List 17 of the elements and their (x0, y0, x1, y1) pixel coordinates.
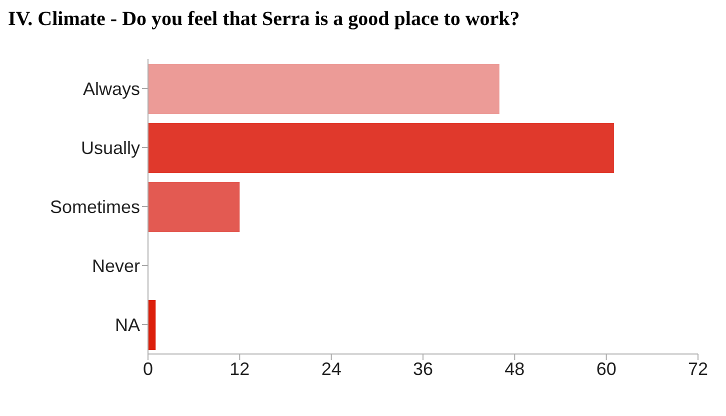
bar (148, 64, 500, 114)
x-tick-label: 0 (142, 358, 154, 379)
y-tick-label: Always (82, 78, 140, 99)
bar (148, 300, 156, 350)
y-tick-label: Usually (80, 138, 140, 158)
bar (148, 123, 614, 173)
y-tick-label: NA (114, 314, 140, 335)
y-tick-label: Never (92, 256, 140, 276)
x-tick-label: 48 (504, 358, 525, 379)
bar (148, 182, 240, 232)
x-tick-label: 72 (688, 358, 708, 379)
chart-title: IV. Climate - Do you feel that Serra is a good place to work? (8, 8, 521, 31)
x-tick-label: 12 (230, 358, 250, 379)
x-tick-label: 60 (596, 358, 616, 379)
x-tick-label: 24 (321, 358, 342, 379)
x-tick-label: 36 (412, 358, 434, 379)
y-tick-label: Sometimes (50, 196, 140, 217)
